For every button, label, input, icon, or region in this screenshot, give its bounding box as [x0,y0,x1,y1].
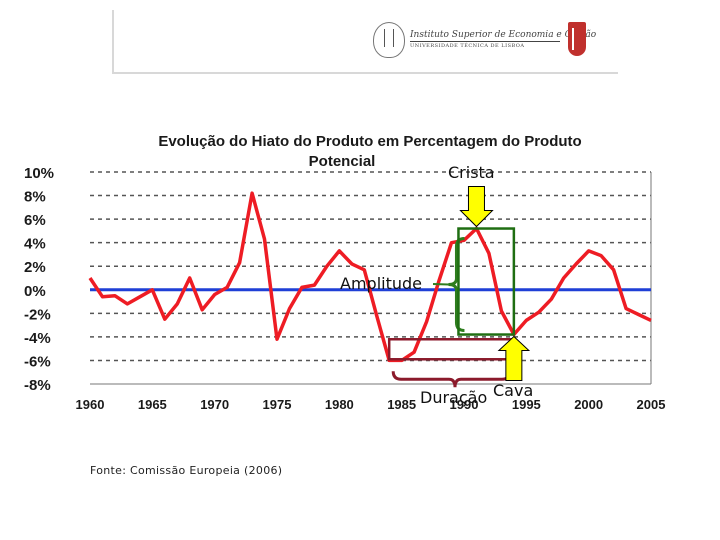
y-tick-label: 0% [24,283,46,300]
chart-title-line1: Evolução do Hiato do Produto em Percenta… [158,133,581,150]
series-layer [88,191,652,363]
iseg-shield-icon [568,22,586,56]
y-tick-label: -4% [24,330,51,347]
annotations-layer: Crista Amplitude Duração Cava [340,163,533,407]
x-tick-label: 1990 [450,397,479,412]
cava-arrow-icon [497,335,531,382]
amplitude-label: Amplitude [340,274,422,293]
x-tick-label: 1960 [76,397,105,412]
amplitude-connector [432,283,449,286]
x-tick-label: 1995 [512,397,541,412]
university-name: UNIVERSIDADE TÉCNICA DE LISBOA [410,43,525,49]
x-tick-label: 1970 [200,397,229,412]
y-tick-label: -8% [24,377,51,394]
header-band [112,10,618,74]
x-tick-label: 1980 [325,397,354,412]
source-note: Fonte: Comissão Europeia (2006) [90,464,283,477]
y-tick-label: 2% [24,259,46,276]
y-tick-label: 10% [24,165,54,182]
y-tick-label: -6% [24,353,51,370]
amplitude-box [457,227,516,336]
x-tick-label: 1975 [263,397,292,412]
series-output-gap-line [88,191,652,363]
x-tick-label: 2005 [637,397,666,412]
crista-arrow-icon [459,186,494,228]
cava-label: Cava [493,381,533,400]
amplitude-brace [448,237,465,333]
y-tick-label: -2% [24,306,51,323]
x-tick-label: 1985 [387,397,416,412]
institution-name: Instituto Superior de Economia e Gestão [410,30,597,40]
y-tick-label: 6% [24,212,46,229]
crista-label: Crista [448,163,495,182]
university-seal-icon [373,22,405,58]
x-tick-label: 2000 [574,397,603,412]
chart-title-line2: Potencial [309,153,376,170]
y-axis-ticks: -8% -6% -4% -2% 0% 2% 4% 6% 8% 10% [24,165,54,394]
y-tick-label: 8% [24,189,46,206]
x-axis-ticks: 1960 1965 1970 1975 1980 1985 1990 1995 2000 2005 [76,397,666,412]
gridlines [90,171,652,384]
y-tick-label: 4% [24,236,46,253]
x-tick-label: 1965 [138,397,167,412]
institution-logo-text: Instituto Superior de Economia e Gestão … [410,30,597,49]
duration-label: Duração [420,388,487,407]
